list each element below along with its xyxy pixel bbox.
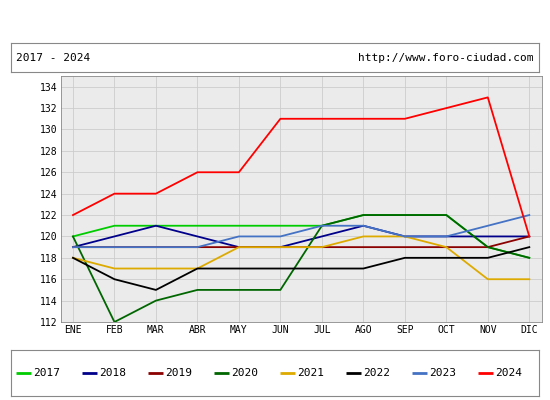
Text: http://www.foro-ciudad.com: http://www.foro-ciudad.com bbox=[358, 53, 534, 63]
Text: 2021: 2021 bbox=[297, 368, 324, 378]
Text: 2024: 2024 bbox=[495, 368, 522, 378]
Text: 2022: 2022 bbox=[363, 368, 390, 378]
Text: Evolucion num de emigrantes en Valencia de Alcántara: Evolucion num de emigrantes en Valencia … bbox=[47, 13, 503, 29]
Text: 2017: 2017 bbox=[33, 368, 60, 378]
Text: 2018: 2018 bbox=[99, 368, 126, 378]
Text: 2020: 2020 bbox=[231, 368, 258, 378]
Text: 2017 - 2024: 2017 - 2024 bbox=[16, 53, 91, 63]
Text: 2019: 2019 bbox=[165, 368, 192, 378]
Text: 2023: 2023 bbox=[429, 368, 456, 378]
